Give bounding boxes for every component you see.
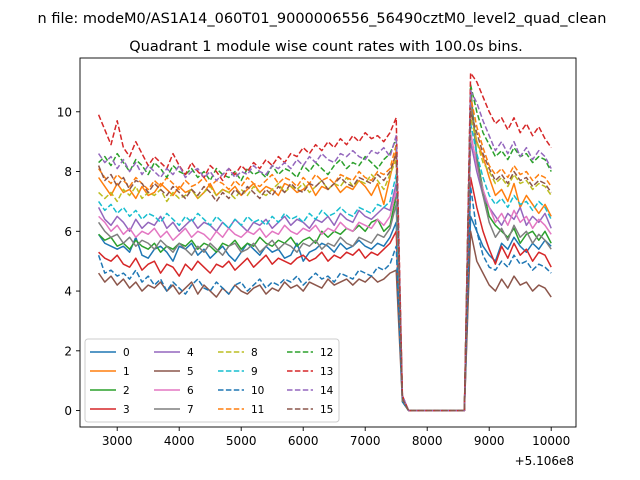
legend-label-10: 10 bbox=[251, 385, 264, 397]
legend-label-1: 1 bbox=[123, 366, 130, 378]
legend-box bbox=[84, 338, 340, 423]
series-line-15 bbox=[97, 111, 552, 412]
y-tick-label: 0 bbox=[64, 404, 72, 418]
x-tick-label: 4000 bbox=[164, 434, 195, 448]
x-tick-label: 7000 bbox=[350, 434, 381, 448]
legend-label-12: 12 bbox=[320, 347, 333, 359]
series-line-12 bbox=[98, 84, 552, 412]
legend-label-9: 9 bbox=[251, 366, 258, 378]
legend-label-13: 13 bbox=[320, 366, 333, 378]
x-tick-label: 6000 bbox=[288, 434, 319, 448]
legend-label-15: 15 bbox=[320, 404, 333, 416]
series-line-4 bbox=[97, 140, 552, 412]
x-tick-label: 10000 bbox=[532, 434, 570, 448]
series-line-3 bbox=[98, 176, 552, 412]
series-layer bbox=[97, 72, 552, 412]
x-axis-offset-label: +5.106e8 bbox=[515, 454, 574, 468]
legend-label-7: 7 bbox=[187, 404, 194, 416]
chart-title: Quadrant 1 module wise count rates with … bbox=[129, 39, 523, 55]
legend-label-3: 3 bbox=[123, 404, 130, 416]
y-tick-label: 8 bbox=[64, 165, 72, 179]
x-axis-ticks: 3000 4000 5000 6000 7000 8000 9000 10000 bbox=[102, 427, 570, 448]
series-line-13 bbox=[97, 72, 552, 412]
y-tick-label: 2 bbox=[64, 344, 72, 358]
x-tick-label: 3000 bbox=[102, 434, 133, 448]
x-tick-label: 9000 bbox=[474, 434, 505, 448]
legend-label-11: 11 bbox=[251, 404, 264, 416]
chart-suptitle: n file: modeM0/AS1A14_060T01_9000006556_… bbox=[38, 11, 607, 27]
y-axis-ticks: 0 2 4 6 8 10 bbox=[57, 105, 80, 418]
series-line-5 bbox=[97, 230, 552, 412]
series-line-11 bbox=[97, 96, 552, 412]
legend-label-5: 5 bbox=[187, 366, 194, 378]
legend-label-0: 0 bbox=[123, 347, 130, 359]
series-line-8 bbox=[98, 117, 552, 412]
x-tick-label: 8000 bbox=[412, 434, 443, 448]
series-line-6 bbox=[98, 131, 552, 412]
series-line-9 bbox=[97, 122, 552, 412]
legend-label-14: 14 bbox=[320, 385, 334, 397]
legend-label-2: 2 bbox=[123, 385, 130, 397]
legend-label-6: 6 bbox=[187, 385, 194, 397]
y-tick-label: 6 bbox=[64, 225, 72, 239]
x-tick-label: 5000 bbox=[226, 434, 257, 448]
legend-label-8: 8 bbox=[251, 347, 258, 359]
legend-label-4: 4 bbox=[187, 347, 194, 359]
y-tick-label: 4 bbox=[64, 285, 72, 299]
series-line-14 bbox=[97, 90, 552, 412]
y-tick-label: 10 bbox=[57, 105, 72, 119]
series-line-10 bbox=[97, 185, 552, 412]
plot-frame bbox=[79, 57, 577, 428]
